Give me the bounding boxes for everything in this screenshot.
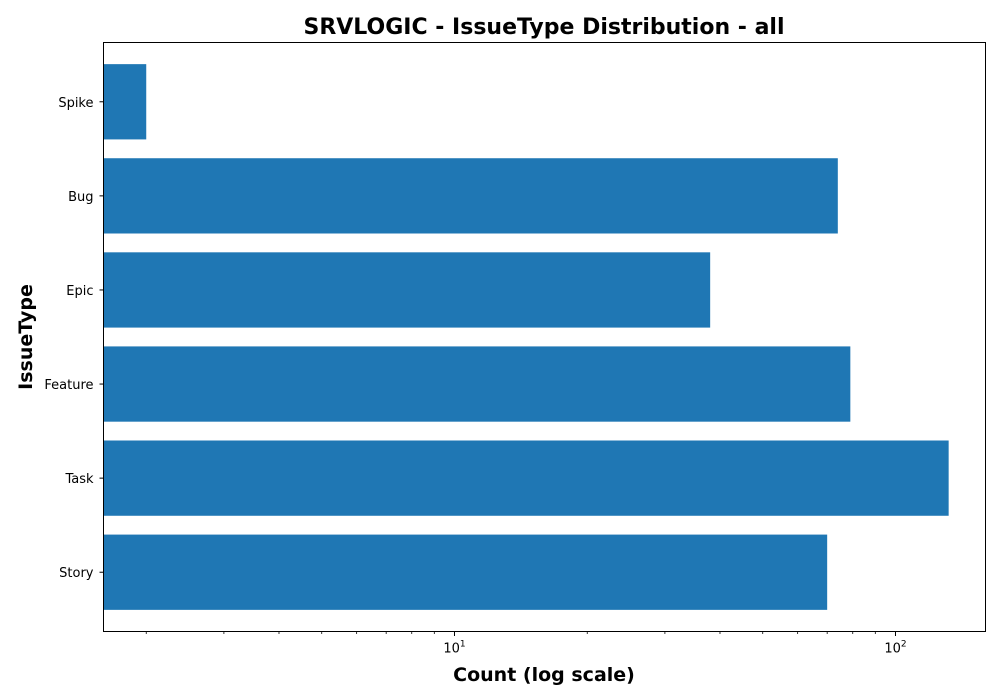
x-axis: 101 102 <box>145 631 907 657</box>
bars-group <box>103 64 949 610</box>
y-tick-label: Bug <box>68 190 93 205</box>
plot-frame <box>103 42 986 632</box>
x-tick-label: 101 <box>443 640 465 657</box>
bar-epic <box>103 252 711 328</box>
bar-task <box>103 440 949 516</box>
x-tick-label: 102 <box>884 640 906 657</box>
chart-title: SRVLOGIC - IssueType Distribution - all <box>303 15 784 40</box>
x-axis-label: Count (log scale) <box>453 664 635 686</box>
bar-bug <box>103 158 838 234</box>
y-tick-label: Story <box>59 566 94 581</box>
y-tick-label: Feature <box>44 378 93 393</box>
y-tick-label: Spike <box>58 96 93 111</box>
bar-spike <box>103 64 147 140</box>
y-tick-label: Epic <box>66 284 93 299</box>
y-axis-label: IssueType <box>15 284 37 390</box>
y-tick-label: Task <box>64 472 94 487</box>
bar-story <box>103 534 828 610</box>
y-axis: Story Task Feature Epic Bug Spike <box>44 96 104 581</box>
bar-feature <box>103 346 851 422</box>
